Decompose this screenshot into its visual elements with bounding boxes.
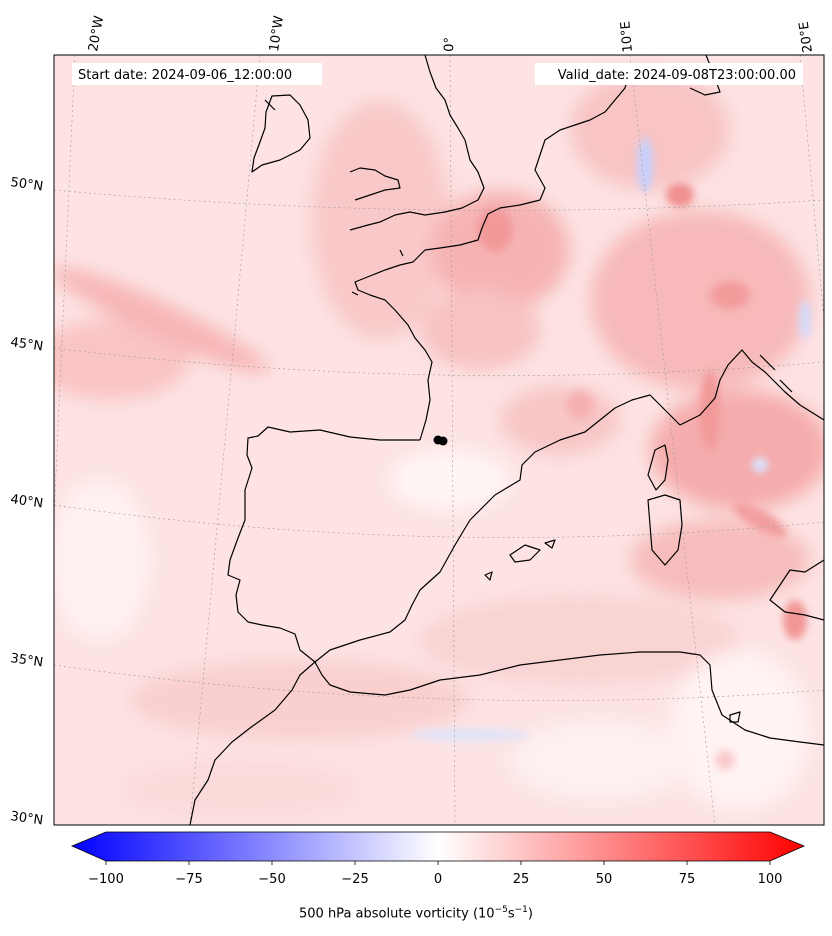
italy-coast <box>769 559 824 621</box>
lon-label-10e: 10°E <box>618 21 636 53</box>
colorbar: −100 −75 −50 −25 0 25 50 75 100 <box>70 831 806 887</box>
vorticity-filaments <box>410 137 811 770</box>
great-britain-coast <box>349 55 485 231</box>
graticule <box>54 55 824 825</box>
france-west-coast <box>354 249 433 441</box>
start-date-text: Start date: 2024-09-06_12:00:00 <box>78 68 292 83</box>
morocco-atlantic-coast <box>189 661 316 825</box>
map-frame <box>53 54 825 826</box>
valid-date-text: Valid_date: 2024-09-08T23:00:00.00 <box>558 68 796 83</box>
colorbar-tick-label: 75 <box>679 872 696 887</box>
coastlines <box>189 55 824 825</box>
lat-label-50n: 50°N <box>9 175 44 194</box>
gulf-of-lion-coast <box>679 349 824 426</box>
wales-coast <box>349 167 401 201</box>
colorbar-tick-label: 0 <box>434 872 442 887</box>
lon-label-10w: 10°W <box>267 15 287 53</box>
lon-label-20e: 20°E <box>797 20 816 53</box>
lat-label-30n: 30°N <box>9 809 44 828</box>
sardinia-coast <box>647 494 683 566</box>
lon-label-0: 0° <box>442 37 458 52</box>
corsica-coast <box>647 444 669 491</box>
lon-label-20w: 20°W <box>86 15 107 53</box>
france-north-coast <box>424 199 541 251</box>
north-africa-coast <box>314 651 824 746</box>
colorbar-tick-label: −25 <box>341 872 368 887</box>
colorbar-tick-label: −50 <box>258 872 285 887</box>
colorbar-tick-label: −75 <box>175 872 202 887</box>
longitude-labels: 20°W 10°W 0° 10°E 20°E <box>86 15 816 54</box>
iberia-coast <box>227 394 681 663</box>
map-panel[interactable] <box>30 40 832 825</box>
balearics-coast <box>509 544 541 563</box>
vorticity-field <box>54 70 824 820</box>
location-marker[interactable] <box>433 435 448 446</box>
north-sea-coast <box>534 69 631 201</box>
colorbar-tick-label: 25 <box>513 872 530 887</box>
colorbar-bar <box>70 831 806 862</box>
colorbar-tick-label: 50 <box>596 872 613 887</box>
lat-label-40n: 40°N <box>9 492 44 511</box>
colorbar-tick-label: −100 <box>88 872 124 887</box>
colorbar-tick-label: 100 <box>758 872 783 887</box>
lat-label-45n: 45°N <box>9 335 44 354</box>
lat-label-35n: 35°N <box>9 651 44 670</box>
latitude-labels: 50°N 45°N 40°N 35°N 30°N <box>9 175 44 828</box>
colorbar-label: 500 hPa absolute vorticity (10−5s−1) <box>299 905 533 922</box>
start-date-box <box>72 63 322 85</box>
colorbar-ticks: −100 −75 −50 −25 0 25 50 75 100 <box>88 861 782 887</box>
valid-date-box <box>535 63 803 85</box>
ireland-coast <box>251 94 311 173</box>
sicily-coast <box>729 711 741 723</box>
